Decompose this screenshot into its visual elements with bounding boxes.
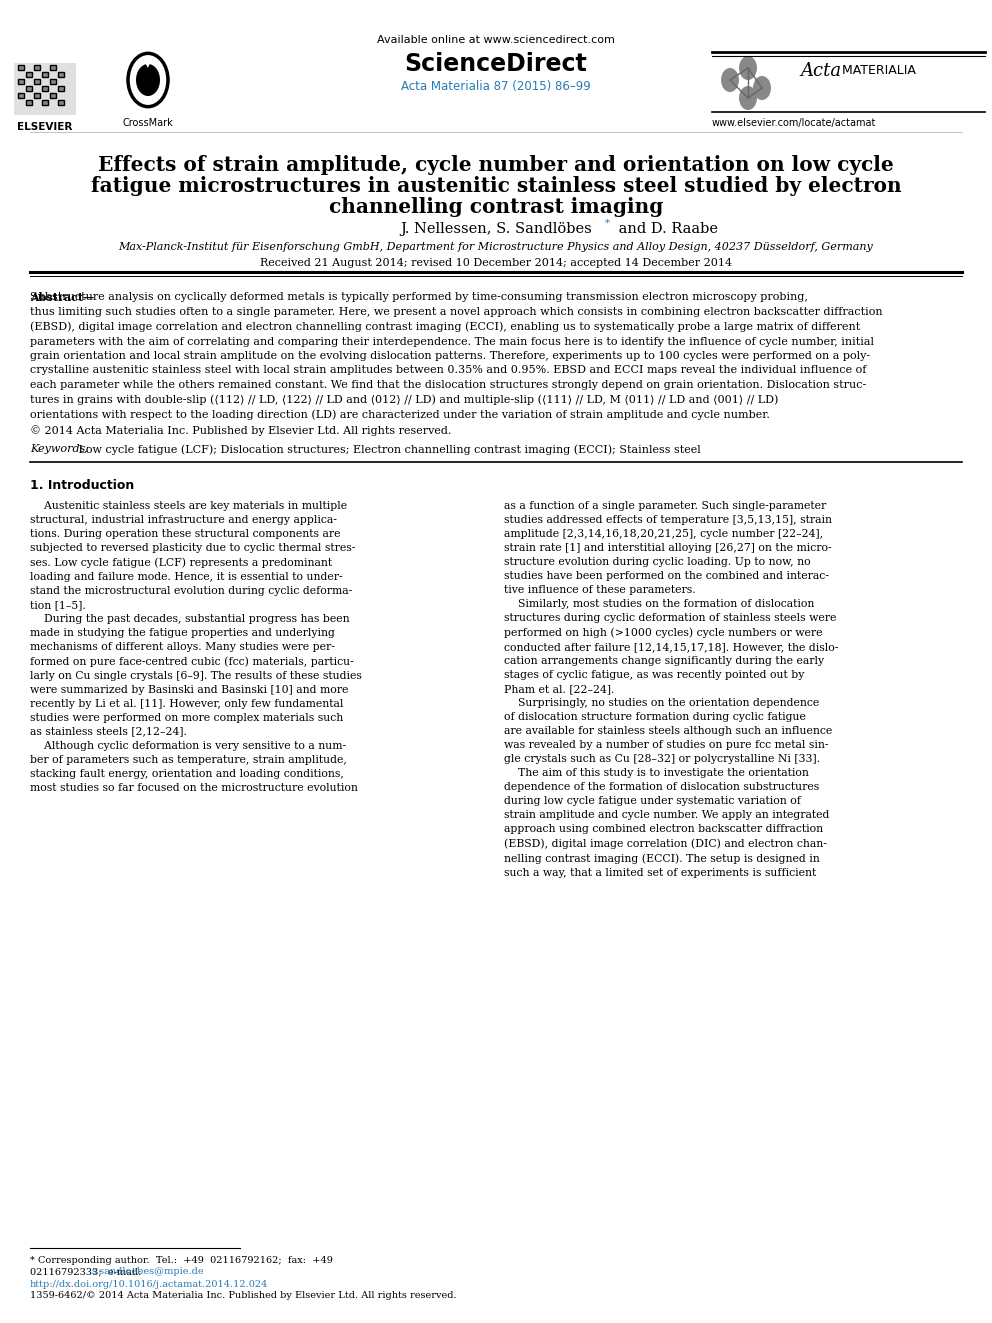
Circle shape xyxy=(739,86,757,110)
Text: Keywords:: Keywords: xyxy=(30,445,89,454)
Text: http://dx.doi.org/10.1016/j.actamat.2014.12.024: http://dx.doi.org/10.1016/j.actamat.2014… xyxy=(30,1279,269,1289)
Text: www.elsevier.com/locate/actamat: www.elsevier.com/locate/actamat xyxy=(712,118,876,128)
Text: Available online at www.sciencedirect.com: Available online at www.sciencedirect.co… xyxy=(377,34,615,45)
Text: ScienceDirect: ScienceDirect xyxy=(405,52,587,75)
FancyBboxPatch shape xyxy=(42,71,48,77)
Text: 1. Introduction: 1. Introduction xyxy=(30,479,134,492)
Text: Austenitic stainless steels are key materials in multiple
structural, industrial: Austenitic stainless steels are key mate… xyxy=(30,501,362,792)
FancyBboxPatch shape xyxy=(58,101,64,105)
Text: CrossMark: CrossMark xyxy=(123,118,174,128)
FancyBboxPatch shape xyxy=(50,93,56,98)
Text: Substructure analysis on cyclically deformed metals is typically performed by ti: Substructure analysis on cyclically defo… xyxy=(30,292,883,435)
FancyBboxPatch shape xyxy=(58,71,64,77)
FancyBboxPatch shape xyxy=(18,79,24,83)
Circle shape xyxy=(739,56,757,79)
Text: s.sandloebes@mpie.de: s.sandloebes@mpie.de xyxy=(92,1267,204,1275)
Text: Max-Planck-Institut für Eisenforschung GmbH, Department for Microstructure Physi: Max-Planck-Institut für Eisenforschung G… xyxy=(119,242,873,251)
FancyBboxPatch shape xyxy=(58,86,64,91)
Text: 1359-6462/© 2014 Acta Materialia Inc. Published by Elsevier Ltd. All rights rese: 1359-6462/© 2014 Acta Materialia Inc. Pu… xyxy=(30,1291,456,1301)
FancyBboxPatch shape xyxy=(26,71,32,77)
Text: 02116792333;  e-mail:: 02116792333; e-mail: xyxy=(30,1267,145,1275)
FancyBboxPatch shape xyxy=(18,93,24,98)
Text: Abstract—: Abstract— xyxy=(30,292,94,303)
FancyBboxPatch shape xyxy=(34,93,40,98)
Circle shape xyxy=(753,75,771,101)
Text: * Corresponding author.  Tel.:  +49  02116792162;  fax:  +49: * Corresponding author. Tel.: +49 021167… xyxy=(30,1256,333,1265)
Text: Low cycle fatigue (LCF); Dislocation structures; Electron channelling contrast i: Low cycle fatigue (LCF); Dislocation str… xyxy=(75,445,700,455)
Text: Acta Materialia 87 (2015) 86–99: Acta Materialia 87 (2015) 86–99 xyxy=(401,79,591,93)
Text: *: * xyxy=(605,220,610,228)
Text: Effects of strain amplitude, cycle number and orientation on low cycle: Effects of strain amplitude, cycle numbe… xyxy=(98,155,894,175)
FancyBboxPatch shape xyxy=(50,65,56,70)
Text: MATERIALIA: MATERIALIA xyxy=(838,64,916,77)
Text: fatigue microstructures in austenitic stainless steel studied by electron: fatigue microstructures in austenitic st… xyxy=(90,176,902,196)
FancyBboxPatch shape xyxy=(50,79,56,83)
Circle shape xyxy=(136,64,160,97)
Text: ▾: ▾ xyxy=(145,60,151,70)
FancyBboxPatch shape xyxy=(34,79,40,83)
Circle shape xyxy=(721,67,739,93)
Text: channelling contrast imaging: channelling contrast imaging xyxy=(328,197,664,217)
FancyBboxPatch shape xyxy=(34,65,40,70)
Text: and D. Raabe: and D. Raabe xyxy=(614,222,718,235)
FancyBboxPatch shape xyxy=(26,101,32,105)
FancyBboxPatch shape xyxy=(14,64,76,115)
Text: Acta: Acta xyxy=(800,62,841,79)
FancyBboxPatch shape xyxy=(42,101,48,105)
FancyBboxPatch shape xyxy=(26,86,32,91)
FancyBboxPatch shape xyxy=(18,65,24,70)
Text: Received 21 August 2014; revised 10 December 2014; accepted 14 December 2014: Received 21 August 2014; revised 10 Dece… xyxy=(260,258,732,269)
Text: J. Nellessen, S. Sandlöbes: J. Nellessen, S. Sandlöbes xyxy=(400,222,592,235)
Text: as a function of a single parameter. Such single-parameter
studies addressed eff: as a function of a single parameter. Suc… xyxy=(504,501,838,877)
FancyBboxPatch shape xyxy=(42,86,48,91)
Text: ELSEVIER: ELSEVIER xyxy=(17,122,72,132)
